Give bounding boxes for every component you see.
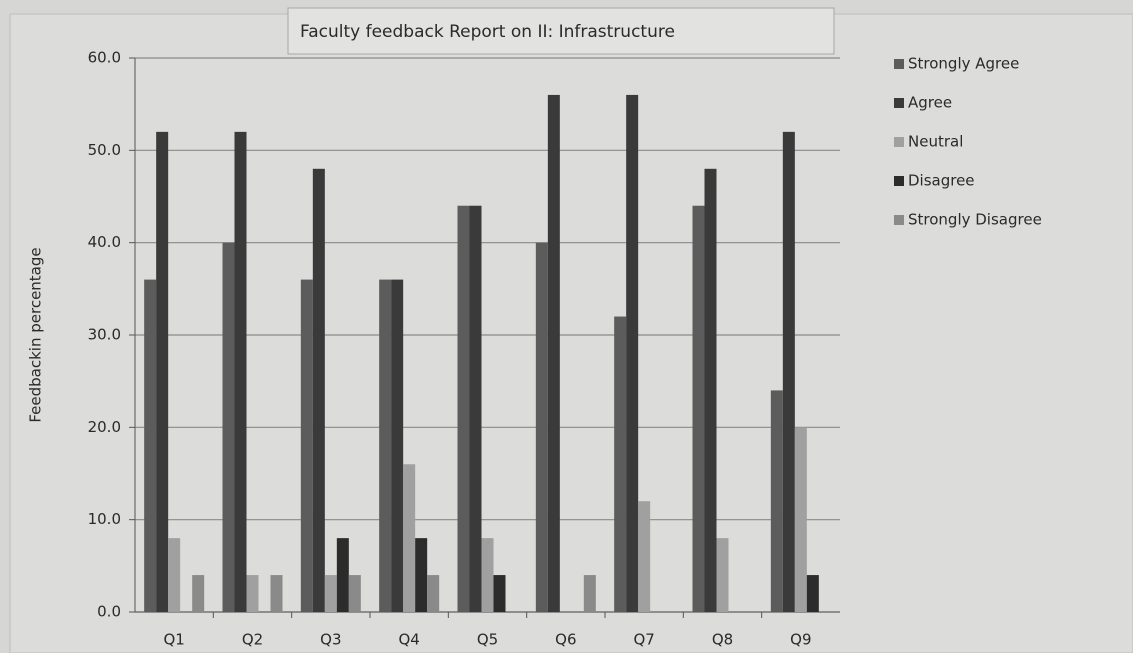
bar <box>583 575 596 612</box>
y-tick-label: 0.0 <box>97 603 121 621</box>
bar <box>300 279 313 612</box>
x-tick-label: Q4 <box>398 631 419 649</box>
chart-area <box>9 13 1133 653</box>
bar <box>704 168 717 613</box>
bar <box>144 279 157 612</box>
bar <box>234 131 247 612</box>
bar <box>493 575 506 612</box>
x-tick-label: Q3 <box>320 631 341 649</box>
chart-title: Faculty feedback Report on II: Infrastru… <box>300 22 675 42</box>
bar <box>782 131 795 612</box>
bar <box>427 575 440 612</box>
x-tick-label: Q1 <box>163 631 184 649</box>
y-tick-label: 40.0 <box>88 233 121 251</box>
bar <box>547 94 560 612</box>
legend-label: Neutral <box>908 133 963 151</box>
bar <box>638 501 651 612</box>
y-tick-label: 60.0 <box>88 49 121 67</box>
bar <box>192 575 205 612</box>
bar <box>403 464 416 612</box>
bar <box>415 538 428 612</box>
legend-swatch <box>894 59 904 69</box>
bar <box>614 316 627 612</box>
y-tick-label: 30.0 <box>88 326 121 344</box>
x-tick-label: Q2 <box>242 631 263 649</box>
bar <box>481 538 494 612</box>
legend-label: Disagree <box>908 172 975 190</box>
legend-swatch <box>894 176 904 186</box>
y-axis-label: Feedbackin percentage <box>27 247 45 422</box>
y-tick-label: 50.0 <box>88 141 121 159</box>
y-tick-label: 20.0 <box>88 418 121 436</box>
legend-swatch <box>894 215 904 225</box>
y-tick-label: 10.0 <box>88 510 121 528</box>
bar <box>770 390 783 612</box>
bar <box>348 575 361 612</box>
bar <box>270 575 283 612</box>
bar <box>806 575 819 612</box>
title-box <box>287 7 835 55</box>
bar <box>692 205 705 612</box>
legend-swatch <box>894 98 904 108</box>
bar <box>168 538 181 612</box>
bar <box>457 205 470 612</box>
bar <box>324 575 337 612</box>
x-tick-label: Q5 <box>477 631 498 649</box>
bar <box>312 168 325 613</box>
bar <box>535 242 548 612</box>
legend-label: Agree <box>908 94 952 112</box>
bar <box>391 279 404 612</box>
bar <box>469 205 482 612</box>
legend-swatch <box>894 137 904 147</box>
x-tick-label: Q6 <box>555 631 576 649</box>
legend-label: Strongly Agree <box>908 55 1019 73</box>
x-tick-label: Q8 <box>712 631 733 649</box>
x-tick-label: Q9 <box>790 631 811 649</box>
bar <box>626 94 639 612</box>
x-tick-label: Q7 <box>633 631 654 649</box>
bar <box>246 575 259 612</box>
bar <box>716 538 729 612</box>
bar <box>156 131 169 612</box>
bar <box>379 279 392 612</box>
legend-label: Strongly Disagree <box>908 211 1042 229</box>
bar <box>794 427 807 612</box>
bar <box>222 242 235 612</box>
bar <box>336 538 349 612</box>
